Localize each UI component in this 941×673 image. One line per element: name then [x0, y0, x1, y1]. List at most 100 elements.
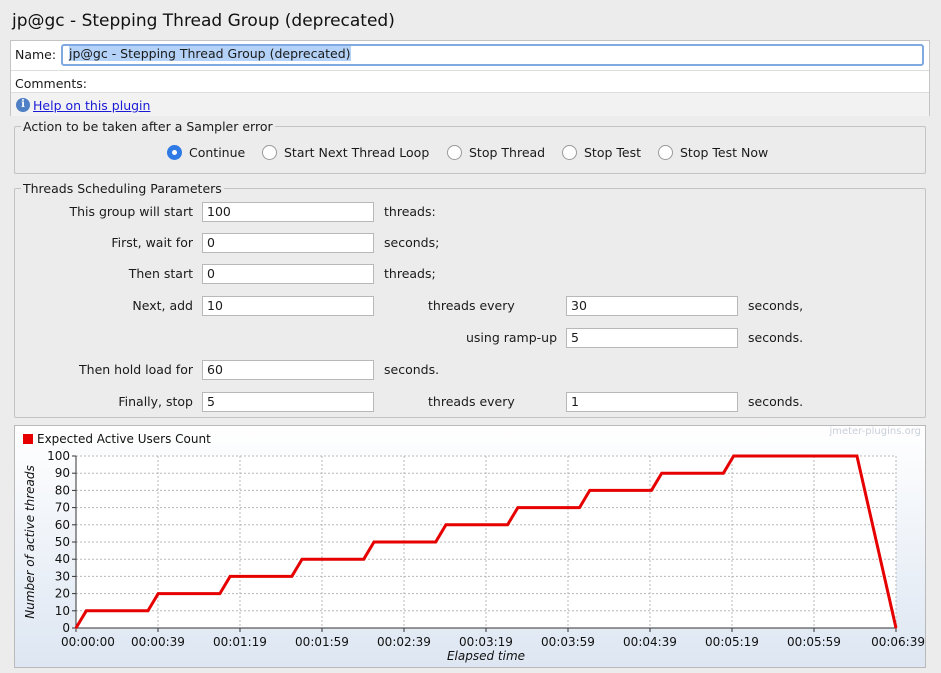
y-tick-label: 10	[55, 604, 70, 618]
ramp-up-input[interactable]: 5	[566, 328, 738, 348]
stop-every-unit: seconds.	[748, 394, 804, 409]
x-tick-label: 00:00:00	[61, 635, 115, 649]
first-wait-label: First, wait for	[111, 235, 193, 250]
finally-stop-input[interactable]: 5	[202, 392, 374, 412]
series-point	[722, 472, 725, 474]
y-tick-label: 0	[62, 621, 70, 635]
x-tick-label: 00:03:19	[459, 635, 513, 649]
comments-row[interactable]: Comments:	[11, 70, 929, 92]
next-add-label: Next, add	[132, 298, 193, 313]
series-point	[434, 541, 437, 543]
next-add-input[interactable]: 10	[202, 296, 374, 316]
radio-stop-test[interactable]: Stop Test	[562, 145, 641, 160]
then-start-label: Then start	[128, 266, 193, 281]
radio-stop-test-now[interactable]: Stop Test Now	[658, 145, 768, 160]
info-icon: i	[16, 98, 30, 112]
chart-svg: jmeter-plugins.org Expected Active Users …	[23, 426, 925, 663]
series-point	[85, 610, 88, 612]
radio-label: Start Next Thread Loop	[284, 145, 430, 160]
name-panel: Name: jp@gc - Stepping Thread Group (dep…	[10, 40, 930, 116]
ramp-up-label: using ramp-up	[465, 330, 557, 345]
expected-users-chart: jmeter-plugins.org Expected Active Users …	[14, 425, 926, 668]
first-wait-input[interactable]: 0	[202, 233, 374, 253]
series-point	[157, 592, 160, 595]
y-tick-label: 50	[55, 535, 70, 549]
hold-load-input[interactable]: 60	[202, 360, 374, 380]
x-tick-label: 00:06:39	[871, 635, 925, 649]
y-tick-label: 20	[55, 587, 70, 601]
group-start-input[interactable]: 100	[202, 202, 374, 222]
series-point	[445, 524, 447, 526]
sampler-error-group: Action to be taken after a Sampler error…	[14, 119, 926, 174]
radio-continue[interactable]: Continue	[167, 145, 245, 160]
finally-stop-label: Finally, stop	[118, 394, 193, 409]
y-tick-label: 60	[55, 518, 70, 532]
first-wait-unit: seconds;	[384, 235, 440, 250]
next-add-every-input[interactable]: 30	[566, 296, 738, 316]
stop-every-label: threads every	[428, 394, 515, 409]
radio-button-checked[interactable]	[167, 145, 182, 160]
group-start-label: This group will start	[69, 204, 193, 219]
name-field[interactable]: jp@gc - Stepping Thread Group (deprecate…	[61, 44, 924, 66]
radio-button[interactable]	[262, 145, 277, 160]
radio-label: Stop Test Now	[680, 145, 769, 160]
x-axis-title: Elapsed time	[447, 649, 525, 663]
group-start-unit: threads:	[384, 204, 436, 219]
help-row: i Help on this plugin	[11, 92, 929, 116]
x-tick-label: 00:02:39	[377, 635, 431, 649]
radio-label: Stop Test	[584, 145, 642, 160]
radio-button[interactable]	[658, 145, 673, 160]
x-tick-label: 00:03:59	[541, 635, 595, 649]
stop-every-input[interactable]: 1	[566, 392, 738, 412]
watermark: jmeter-plugins.org	[828, 426, 921, 437]
x-tick-label: 00:01:19	[213, 635, 267, 649]
series-point	[301, 558, 303, 560]
radio-label: Stop Thread	[469, 145, 546, 160]
name-row: Name: jp@gc - Stepping Thread Group (dep…	[11, 41, 929, 69]
radio-button[interactable]	[562, 145, 577, 160]
series-point	[506, 524, 509, 526]
radio-stop-thread[interactable]: Stop Thread	[447, 145, 545, 160]
sampler-error-legend: Action to be taken after a Sampler error	[21, 119, 275, 134]
radio-label: Continue	[189, 145, 246, 160]
y-axis-title: Number of active threads	[23, 465, 37, 619]
radio-button[interactable]	[447, 145, 462, 160]
next-add-every-label: threads every	[428, 298, 515, 313]
series-point	[650, 489, 653, 492]
series-point	[517, 506, 519, 509]
series-point	[895, 627, 897, 629]
y-tick-label: 30	[55, 569, 70, 583]
series-point	[290, 575, 293, 578]
series-point	[588, 489, 591, 492]
then-start-input[interactable]: 0	[202, 264, 374, 284]
x-tick-label: 00:01:59	[295, 635, 349, 649]
threads-scheduling-legend: Threads Scheduling Parameters	[21, 181, 224, 196]
name-label: Name:	[15, 47, 57, 62]
series-point	[660, 472, 663, 474]
series-point	[856, 455, 858, 457]
radio-start-next-thread-loop[interactable]: Start Next Thread Loop	[262, 145, 429, 160]
series-point	[732, 455, 735, 457]
legend-swatch	[23, 434, 33, 444]
hold-load-label: Then hold load for	[79, 362, 193, 377]
series-line-expected-active-users	[74, 454, 898, 629]
y-tick-label: 40	[55, 552, 70, 566]
y-tick-label: 100	[47, 449, 70, 463]
x-tick-label: 00:05:59	[787, 635, 841, 649]
ramp-up-unit: seconds.	[748, 330, 804, 345]
comments-label: Comments:	[15, 76, 87, 91]
series-point	[229, 575, 231, 578]
next-add-every-unit: seconds,	[748, 298, 804, 313]
y-tick-label: 80	[55, 483, 70, 497]
window-title: jp@gc - Stepping Thread Group (deprecate…	[12, 11, 395, 31]
hold-load-unit: seconds.	[384, 362, 440, 377]
help-on-plugin-link[interactable]: Help on this plugin	[33, 98, 151, 113]
legend-label: Expected Active Users Count	[37, 432, 211, 446]
x-tick-label: 00:00:39	[131, 635, 185, 649]
series-point	[147, 610, 149, 612]
threads-scheduling-group: Threads Scheduling Parameters This group…	[14, 181, 926, 418]
series-point	[219, 592, 221, 595]
x-tick-label: 00:04:39	[623, 635, 677, 649]
series-point	[75, 627, 77, 629]
y-tick-label: 70	[55, 501, 70, 515]
